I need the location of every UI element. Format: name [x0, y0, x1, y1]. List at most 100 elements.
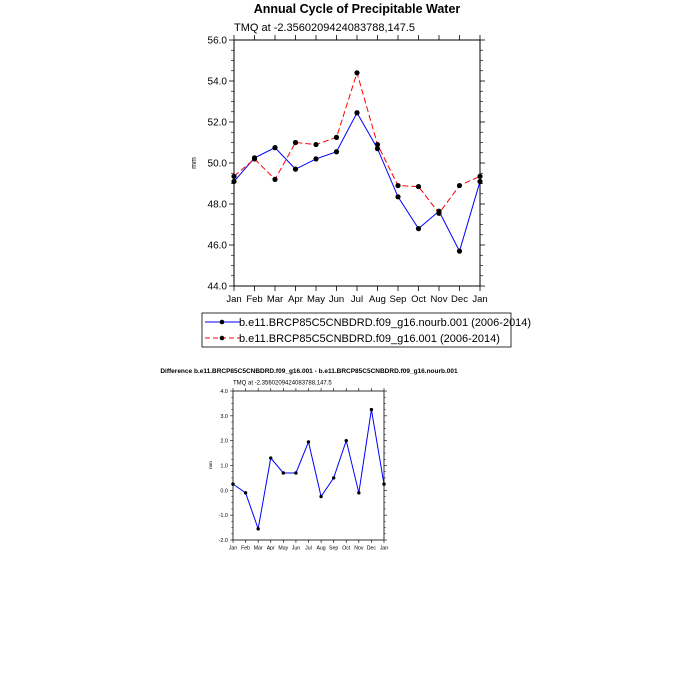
series-line-0: [232, 409, 385, 531]
x-tick-label: May: [307, 294, 325, 305]
main-chart-legend: b.e11.BRCP85C5CNBDRD.f09_g16.nourb.001 (…: [201, 312, 531, 348]
series-0-point: [395, 194, 401, 200]
x-tick-label: Jan: [229, 546, 237, 552]
x-tick-label: Aug: [316, 546, 325, 552]
x-tick-label: Apr: [288, 294, 303, 305]
series-0-point: [269, 456, 273, 460]
y-tick-label: 2.0: [220, 439, 228, 445]
plot-frame: [233, 39, 481, 287]
y-tick-label: 56.0: [208, 36, 228, 47]
series-0-point: [354, 110, 360, 116]
series-0-point: [243, 491, 248, 495]
series-1-point: [436, 210, 442, 216]
series-0-point: [331, 476, 336, 480]
series-line-1: [233, 71, 481, 215]
x-tick-label: Sep: [329, 546, 338, 552]
y-tick-label: 3.0: [220, 414, 228, 420]
x-tick-label: Jan: [226, 294, 241, 305]
series-1-point: [313, 141, 319, 148]
difference-chart-series: [231, 407, 386, 531]
main-chart-title: Annual Cycle of Precipitable Water: [254, 2, 461, 16]
series-1-point: [415, 183, 422, 190]
series-1-point: [292, 139, 299, 146]
series-1-point: [272, 176, 278, 182]
series-0-point: [294, 471, 298, 475]
series-0-point: [333, 149, 340, 155]
series-1-point: [374, 141, 381, 148]
x-tick-label: Sep: [390, 294, 407, 305]
y-tick-label: 44.0: [208, 282, 228, 293]
series-0-point: [344, 438, 348, 443]
main-chart-series: [231, 70, 483, 254]
plot-frame: [232, 390, 385, 541]
series-0-point: [313, 156, 319, 162]
series-1-point: [477, 173, 483, 179]
difference-chart-subtitle: TMQ at -2.3560209424083788,147.5: [233, 381, 332, 387]
series-0-point: [272, 145, 278, 151]
x-tick-label: Jun: [329, 294, 344, 305]
main-chart-y-axis-label: mm: [191, 157, 198, 169]
series-0-point: [477, 178, 483, 185]
series-0-point: [382, 482, 386, 486]
y-tick-label: 50.0: [208, 159, 228, 170]
legend-label-nourb: b.e11.BRCP85C5CNBDRD.f09_g16.nourb.001 (…: [239, 317, 531, 329]
y-tick-label: 1.0: [220, 463, 228, 469]
series-1-point: [333, 134, 340, 140]
series-0-point: [374, 146, 381, 152]
legend-box: [201, 312, 512, 348]
y-tick-label: -2.0: [219, 538, 228, 544]
difference-chart: Difference b.e11.BRCP85C5CNBDRD.f09_g16.…: [160, 368, 458, 552]
x-tick-label: Jul: [351, 294, 363, 305]
legend-marker-nourb: [219, 319, 225, 325]
x-tick-label: Jul: [305, 546, 312, 552]
main-chart-subtitle: TMQ at -2.3560209424083788,147.5: [234, 22, 415, 34]
y-tick-label: 46.0: [208, 241, 228, 252]
main-chart-axes: 44.0 46.0 48.0 50.0 52.0 54.0 56.0 Jan Feb Mar Apr…: [208, 35, 488, 305]
x-tick-label: May: [278, 546, 288, 552]
x-tick-label: Feb: [241, 546, 250, 552]
x-tick-label: Dec: [367, 546, 377, 552]
x-tick-label: Dec: [451, 294, 468, 305]
x-tick-label: Nov: [354, 546, 364, 552]
legend-marker-urb: [219, 335, 225, 341]
y-tick-label: 54.0: [208, 77, 228, 88]
x-tick-label: Jun: [292, 546, 300, 552]
series-0-point: [292, 166, 299, 172]
y-tick-label: -1.0: [219, 513, 228, 519]
x-tick-label: Nov: [431, 294, 448, 305]
series-1-point: [456, 182, 463, 189]
x-tick-label: Feb: [246, 294, 262, 305]
series-1-point: [231, 173, 237, 179]
difference-chart-axes: -2.0 -1.0 0.0 1.0 2.0 3.0 4.0 Jan Feb Mar Apr May Ju…: [219, 388, 388, 552]
series-0-point: [256, 527, 260, 531]
x-tick-label: Oct: [342, 546, 351, 552]
x-tick-label: Aug: [369, 294, 386, 305]
main-chart: Annual Cycle of Precipitable Water TMQ a…: [191, 2, 531, 348]
series-0-point: [415, 226, 422, 232]
y-tick-label: 4.0: [220, 389, 228, 395]
series-1-point: [354, 70, 360, 76]
series-1-point: [251, 156, 258, 162]
series-0-point: [281, 471, 286, 475]
y-tick-label: 52.0: [208, 118, 228, 129]
difference-chart-title: Difference b.e11.BRCP85C5CNBDRD.f09_g16.…: [160, 368, 458, 375]
y-tick-label: 0.0: [220, 488, 228, 494]
x-tick-label: Mar: [254, 546, 263, 552]
series-0-point: [369, 407, 374, 412]
x-tick-label: Apr: [267, 546, 275, 552]
x-tick-label: Mar: [267, 294, 283, 305]
series-0-point: [231, 178, 237, 185]
series-0-point: [357, 491, 361, 495]
series-0-point: [231, 482, 235, 486]
series-1-point: [395, 182, 401, 189]
series-0-point: [306, 440, 311, 444]
x-tick-label: Jan: [380, 546, 388, 552]
legend-label-urb: b.e11.BRCP85C5CNBDRD.f09_g16.001 (2006-2…: [239, 333, 500, 345]
series-0-point: [319, 494, 323, 499]
x-tick-label: Jan: [472, 294, 487, 305]
series-line-0: [233, 111, 481, 253]
y-tick-label: 48.0: [208, 200, 228, 211]
difference-chart-y-axis-label: mm: [208, 461, 213, 469]
series-0-point: [456, 248, 463, 254]
